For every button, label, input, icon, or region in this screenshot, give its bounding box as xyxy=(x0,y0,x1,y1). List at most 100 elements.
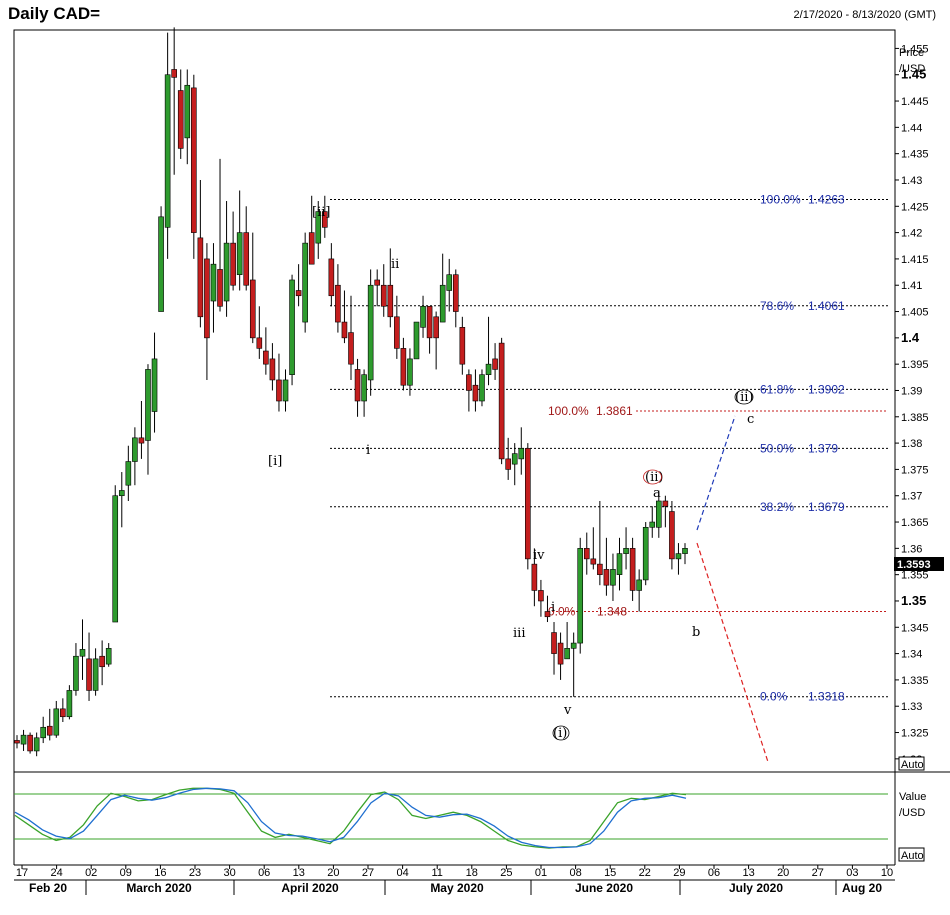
candle-body xyxy=(511,453,518,465)
wave-circle xyxy=(734,389,754,405)
day-label: 06 xyxy=(258,867,270,879)
candle xyxy=(197,179,204,328)
candle-body xyxy=(636,579,642,591)
day-label: 27 xyxy=(812,867,824,879)
candle-body xyxy=(217,269,223,307)
wave-label: [i] xyxy=(268,454,282,469)
candle-body xyxy=(151,358,158,412)
candle-body xyxy=(112,495,119,623)
wave-circle xyxy=(552,725,570,741)
candle xyxy=(531,548,538,607)
candle xyxy=(577,537,584,654)
value-axis-title: Value xyxy=(899,791,926,803)
candle xyxy=(132,427,138,486)
candle-body xyxy=(485,363,492,375)
price-tick-label: 1.37 xyxy=(901,491,922,503)
candle xyxy=(472,369,479,412)
candle xyxy=(662,495,669,528)
candle xyxy=(20,729,27,751)
candle xyxy=(158,206,164,312)
day-label: 08 xyxy=(569,867,581,879)
price-tick-label: 1.41 xyxy=(901,280,922,292)
candle-body xyxy=(564,648,570,660)
candle xyxy=(590,527,597,570)
candle-body xyxy=(53,708,60,736)
candle xyxy=(407,348,413,396)
price-tick-label: 1.38 xyxy=(901,438,922,450)
candle xyxy=(105,643,112,667)
candle xyxy=(610,553,616,601)
candle xyxy=(557,632,564,680)
price-auto-label: Auto xyxy=(901,759,924,771)
candle xyxy=(544,595,551,623)
candle xyxy=(656,490,662,538)
candle-body xyxy=(420,305,426,328)
candle xyxy=(308,195,315,265)
candle xyxy=(256,306,263,359)
day-label: 24 xyxy=(50,867,62,879)
candle-body xyxy=(583,548,590,560)
candle-body xyxy=(145,369,151,441)
candle-body xyxy=(570,642,577,649)
price-tick-label: 1.325 xyxy=(901,728,929,740)
candle xyxy=(177,69,184,159)
last-price-badge xyxy=(894,557,944,571)
candle xyxy=(511,443,518,486)
candle-body xyxy=(387,284,394,318)
candle xyxy=(682,543,688,565)
price-axis-unit: /USD xyxy=(899,63,925,75)
candle-body xyxy=(348,332,354,365)
candle-body xyxy=(472,384,479,402)
candle xyxy=(79,619,86,680)
value-auto-label: Auto xyxy=(901,850,924,862)
candle xyxy=(479,369,485,407)
candle-body xyxy=(27,734,33,752)
candle xyxy=(249,232,256,344)
candle xyxy=(525,443,531,570)
candle-body xyxy=(649,521,656,528)
candle-body xyxy=(289,279,295,375)
day-label: 29 xyxy=(673,867,685,879)
price-tick-label: 1.395 xyxy=(901,359,929,371)
date-axis: 17 24 02 09 16 23 30 06 13 20 27 04 11 18 25 01 08 15 22 29… xyxy=(16,865,893,895)
candle-body xyxy=(40,726,46,739)
candle-body xyxy=(73,655,79,691)
candle xyxy=(452,269,459,328)
fib-percent: 100.0% xyxy=(760,192,801,206)
day-label: 01 xyxy=(535,867,547,879)
candle xyxy=(243,206,250,291)
candle xyxy=(413,321,420,360)
price-tick-label: 1.425 xyxy=(901,201,929,213)
bullish-projection-line xyxy=(696,415,736,531)
candle xyxy=(433,311,439,370)
candle xyxy=(603,537,610,596)
price-tick-label: 1.34 xyxy=(901,649,922,661)
month-label: Feb 20 xyxy=(29,881,67,895)
candle xyxy=(86,632,92,701)
wave-label: ii xyxy=(391,257,399,272)
red-fib-value: 1.348 xyxy=(597,604,627,618)
candle-body xyxy=(276,379,282,402)
day-label: 03 xyxy=(846,867,858,879)
candlestick-series xyxy=(14,27,688,757)
candle-body xyxy=(446,274,453,291)
candle-body xyxy=(452,274,459,312)
price-auto-button[interactable] xyxy=(898,756,925,771)
day-label: 06 xyxy=(708,867,720,879)
candle-body xyxy=(322,211,328,228)
candle-body xyxy=(551,632,557,654)
last-price-value: 1.3593 xyxy=(897,559,931,571)
price-tick-label: 1.42 xyxy=(901,228,922,240)
candle-body xyxy=(204,258,210,339)
candle-body xyxy=(191,87,197,233)
candle-body xyxy=(669,511,675,560)
candle xyxy=(675,543,682,575)
candle xyxy=(315,201,322,259)
candle xyxy=(60,698,66,723)
value-auto-button[interactable] xyxy=(898,847,925,862)
fib-value: 1.3679 xyxy=(808,500,845,514)
candle-body xyxy=(46,725,53,736)
candle xyxy=(14,735,20,749)
candle xyxy=(335,264,341,333)
